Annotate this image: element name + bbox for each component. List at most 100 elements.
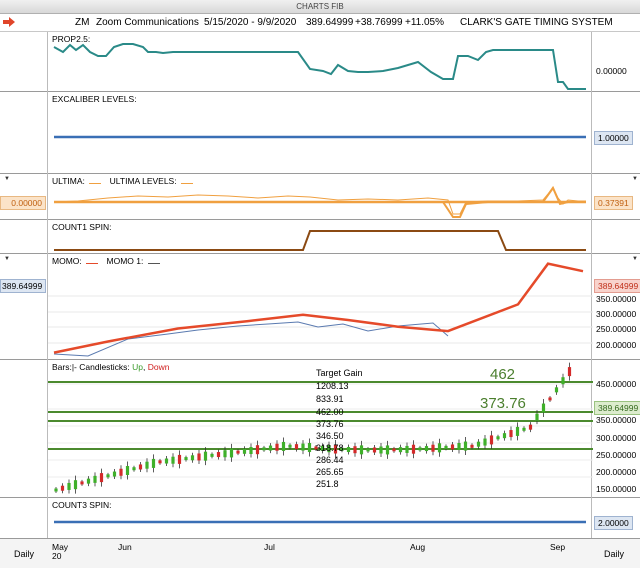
candle-down bbox=[450, 444, 455, 450]
candle-up bbox=[502, 433, 507, 439]
excaliber-chart bbox=[54, 135, 586, 139]
price-gridlines bbox=[48, 383, 593, 478]
candle-up bbox=[268, 445, 273, 451]
candle-up bbox=[307, 443, 312, 453]
count3-value: 2.00000 bbox=[594, 516, 633, 530]
candle-up bbox=[145, 461, 149, 469]
comma-separator: , bbox=[143, 362, 146, 372]
target-value: 373.76 bbox=[316, 419, 344, 429]
candle-down bbox=[275, 443, 279, 451]
candle-down bbox=[353, 446, 357, 454]
candle-down bbox=[138, 464, 143, 470]
target-value: 1208.13 bbox=[316, 381, 349, 391]
candle-up bbox=[359, 445, 364, 455]
x-tick-sep: Sep bbox=[550, 542, 566, 552]
momo-gridlines bbox=[48, 295, 593, 344]
collapse-triangle-icon[interactable]: ▼ bbox=[4, 176, 10, 182]
ultima-panel[interactable]: ▼ ▼ ULTIMA: ULTIMA LEVELS: 0.00000 0.373… bbox=[0, 174, 640, 220]
candle-down bbox=[567, 367, 572, 377]
candle-up bbox=[112, 471, 117, 477]
target-value: 346.50 bbox=[316, 431, 344, 441]
candle-up bbox=[327, 445, 331, 453]
count3-plot bbox=[47, 498, 592, 538]
count1-panel[interactable]: COUNT1 SPIN: bbox=[0, 220, 640, 254]
candle-down bbox=[216, 452, 221, 458]
count3-label: COUNT3 SPIN: bbox=[52, 500, 112, 510]
candle-up bbox=[106, 474, 110, 478]
candle-up bbox=[496, 436, 500, 440]
collapse-triangle-icon[interactable]: ▼ bbox=[632, 256, 638, 262]
momo-panel[interactable]: ▼ ▼ MOMO: MOMO 1: 389.64999 389.64999 35… bbox=[0, 254, 640, 360]
candle-down bbox=[255, 445, 260, 455]
x-tick-jun: Jun bbox=[118, 542, 132, 552]
candle-up bbox=[541, 403, 546, 413]
momo-tick: 350.00000 bbox=[596, 294, 637, 304]
candle-up bbox=[151, 458, 156, 468]
candle-up bbox=[54, 488, 58, 492]
candle-up bbox=[171, 456, 175, 464]
target-gain-title: Target Gain bbox=[316, 368, 363, 378]
excaliber-value: 1.00000 bbox=[594, 131, 633, 145]
candle-up bbox=[424, 446, 429, 452]
candle-down bbox=[294, 444, 299, 450]
collapse-triangle-icon[interactable]: ▼ bbox=[4, 256, 10, 262]
x-tick-year: 20 bbox=[52, 551, 62, 561]
company-name: Zoom Communications bbox=[96, 17, 199, 28]
price-change-pct: +11.05% bbox=[405, 17, 445, 28]
ultima-value: 0.37391 bbox=[594, 196, 633, 210]
last-price: 389.64999 bbox=[306, 17, 354, 28]
price-tick: 150.00000 bbox=[596, 484, 637, 494]
left-daily-button[interactable]: Daily bbox=[14, 549, 35, 559]
collapse-triangle-icon[interactable]: ▼ bbox=[632, 176, 638, 182]
fib-label-373: 373.76 bbox=[480, 395, 526, 412]
count3-chart bbox=[54, 520, 586, 524]
arrow-right-icon[interactable] bbox=[2, 16, 16, 28]
candle-down bbox=[392, 448, 396, 452]
candle-down bbox=[528, 424, 533, 430]
candle-down bbox=[509, 430, 513, 438]
candle-up bbox=[561, 377, 565, 385]
right-daily-button[interactable]: Daily bbox=[604, 549, 625, 559]
excaliber-label: EXCALIBER LEVELS: bbox=[52, 94, 137, 104]
fib-label-462: 462 bbox=[490, 366, 516, 383]
ultima-line bbox=[53, 186, 586, 215]
candle-up bbox=[535, 413, 539, 421]
candle-up bbox=[73, 480, 78, 490]
candle-up bbox=[398, 447, 403, 453]
candle-down bbox=[470, 444, 474, 448]
x-tick-may: May bbox=[52, 542, 69, 552]
candle-down bbox=[314, 446, 318, 450]
window-title: CHARTS FIB bbox=[0, 0, 640, 14]
price-panel[interactable]: Bars:|- Candlesticks: Up, Down Target Ga… bbox=[0, 360, 640, 498]
prop-label: PROP2.5: bbox=[52, 34, 91, 44]
count1-label: COUNT1 SPIN: bbox=[52, 222, 112, 232]
momo-tick: 200.00000 bbox=[596, 340, 637, 350]
prop-plot bbox=[47, 32, 592, 92]
excaliber-plot bbox=[47, 92, 592, 174]
target-value: 265.65 bbox=[316, 467, 344, 477]
candle-up bbox=[262, 447, 266, 451]
prop-chart bbox=[53, 43, 586, 90]
candle-up bbox=[190, 455, 195, 461]
candle-up bbox=[444, 445, 448, 449]
prop-panel[interactable]: PROP2.5: 0.00000 bbox=[0, 32, 640, 92]
candle-up bbox=[301, 443, 305, 451]
momo-label-2: MOMO 1: bbox=[106, 256, 144, 266]
candle-up bbox=[554, 387, 559, 393]
momo-value: 389.64999 bbox=[594, 279, 640, 293]
candle-up bbox=[379, 446, 383, 454]
x-tick-jul: Jul bbox=[264, 542, 275, 552]
count1-line bbox=[54, 230, 586, 251]
candle-up bbox=[522, 427, 526, 431]
candle-up bbox=[340, 447, 344, 451]
price-value: 389.64999 bbox=[594, 401, 640, 415]
candle-down bbox=[158, 460, 162, 464]
x-tick-aug: Aug bbox=[410, 542, 426, 552]
candle-up bbox=[288, 444, 292, 448]
momo-tick: 250.00000 bbox=[596, 324, 637, 334]
price-tick: 200.00000 bbox=[596, 467, 637, 477]
candle-down bbox=[119, 468, 123, 476]
excaliber-panel[interactable]: EXCALIBER LEVELS: 1.00000 bbox=[0, 92, 640, 174]
count3-panel-body: COUNT3 SPIN: 2.00000 bbox=[0, 498, 640, 538]
date-range: 5/15/2020 - 9/9/2020 bbox=[204, 17, 297, 28]
